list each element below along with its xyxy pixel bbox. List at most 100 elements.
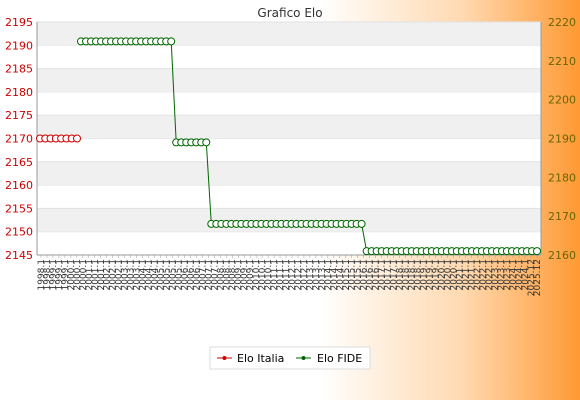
x-tick-label: 2017.1 xyxy=(384,259,394,291)
x-tick-label: 2018.1 xyxy=(396,259,406,291)
x-tick-label: 2008.1 xyxy=(222,259,232,291)
x-tick-label: 2017.1 xyxy=(378,259,388,291)
left-tick-label: 2175 xyxy=(5,109,33,122)
x-tick-label: 2017.1 xyxy=(390,259,400,291)
right-tick-label: 2170 xyxy=(548,210,576,223)
x-tick-label: 2022.1 xyxy=(479,259,489,291)
left-axis-ticks: 2145 2150 2155 2160 2165 2170 2175 2180 2185 2190… xyxy=(5,16,33,262)
x-tick-label: 2011.1 xyxy=(282,259,292,291)
x-tick-label: 1998.1 xyxy=(43,259,53,291)
x-tick-label: 2022.1 xyxy=(485,259,495,291)
x-tick-label: 2014.1 xyxy=(336,259,346,291)
x-tick-label: 1999.1 xyxy=(61,259,71,291)
x-axis-ticks: 1998.11998.11999.11999.11999.12000.12000… xyxy=(37,255,543,296)
data-point-elo-italia xyxy=(73,134,81,143)
x-tick-label: 2018.1 xyxy=(402,259,412,291)
left-tick-label: 2150 xyxy=(5,226,33,239)
x-tick-label: 2024.1 xyxy=(509,259,519,291)
data-point-elo-fide xyxy=(167,37,176,46)
legend: Elo Italia Elo FIDE xyxy=(209,346,371,370)
x-tick-label: 2021.1 xyxy=(455,259,465,291)
x-tick-label: 2004.1 xyxy=(151,259,161,291)
x-tick-label: 2003.1 xyxy=(121,259,131,291)
x-tick-label: 2010.1 xyxy=(252,259,262,291)
x-tick-label: 2020.1 xyxy=(437,259,447,291)
right-tick-label: 2190 xyxy=(548,133,576,146)
x-tick-label: 2005.1 xyxy=(162,259,172,291)
chart-title: Grafico Elo xyxy=(257,6,322,20)
legend-label-elo-fide: Elo FIDE xyxy=(317,352,362,365)
x-tick-label: 2016.1 xyxy=(360,259,370,291)
right-tick-label: 2180 xyxy=(548,171,576,184)
x-tick-label: 2018.1 xyxy=(413,259,423,291)
x-tick-label: 2013.1 xyxy=(306,259,316,291)
x-tick-label: 2023.1 xyxy=(497,259,507,291)
data-point-elo-fide xyxy=(357,219,366,228)
x-tick-label: 2015.1 xyxy=(354,259,364,291)
x-tick-label: 2008.1 xyxy=(216,259,226,291)
x-tick-label: 2020.1 xyxy=(449,259,459,291)
left-tick-label: 2195 xyxy=(5,16,33,29)
x-tick-label: 2007.1 xyxy=(204,259,214,291)
x-tick-label: 2001.1 xyxy=(97,259,107,291)
right-tick-label: 2220 xyxy=(548,16,576,29)
x-tick-label: 2006.1 xyxy=(180,259,190,291)
x-tick-label: 2001.1 xyxy=(85,259,95,291)
x-tick-label: 2009.1 xyxy=(240,259,250,291)
x-tick-label: 2013.1 xyxy=(312,259,322,291)
x-tick-label: 2018.1 xyxy=(408,259,418,291)
x-tick-label: 2022.1 xyxy=(473,259,483,291)
x-tick-label: 2021.1 xyxy=(461,259,471,291)
x-tick-label: 2006.1 xyxy=(192,259,202,291)
left-tick-label: 2180 xyxy=(5,86,33,99)
plot-area xyxy=(37,21,541,255)
x-tick-label: 2015.1 xyxy=(348,259,358,291)
legend-marker-elo-fide xyxy=(301,356,306,360)
x-tick-label: 2005.1 xyxy=(157,259,167,291)
x-tick-label: 2020.1 xyxy=(443,259,453,291)
x-tick-label: 2016.1 xyxy=(366,259,376,291)
x-tick-label: 2008.1 xyxy=(228,259,238,291)
x-tick-label: 2012.1 xyxy=(300,259,310,291)
legend-box xyxy=(209,346,371,370)
left-tick-label: 2160 xyxy=(5,179,33,192)
plot-band xyxy=(37,161,541,186)
x-tick-label: 2013.1 xyxy=(318,259,328,291)
x-tick-label: 2003.1 xyxy=(133,259,143,291)
x-tick-label: 2015.1 xyxy=(342,259,352,291)
x-tick-label: 2011.1 xyxy=(270,259,280,291)
x-tick-label: 2024.1 xyxy=(515,259,525,291)
x-tick-label: 2023.1 xyxy=(503,259,513,291)
x-tick-label: 2006.1 xyxy=(186,259,196,291)
right-tick-label: 2200 xyxy=(548,94,576,107)
x-tick-label: 2002.1 xyxy=(109,259,119,291)
data-point-elo-fide xyxy=(533,247,541,256)
x-tick-label: 2007.1 xyxy=(198,259,208,291)
x-tick-label: 2004.1 xyxy=(145,259,155,291)
x-tick-label: 2023.1 xyxy=(491,259,501,291)
x-tick-label: 2025.12 xyxy=(527,259,537,296)
x-tick-label: 2009.1 xyxy=(234,259,244,291)
x-tick-label: 2014.1 xyxy=(330,259,340,291)
legend-item-elo-italia: Elo Italia xyxy=(217,352,284,365)
left-tick-label: 2165 xyxy=(5,156,33,169)
left-tick-label: 2185 xyxy=(5,63,33,76)
x-tick-label: 2012.1 xyxy=(288,259,298,291)
x-tick-label: 1998.1 xyxy=(37,259,47,291)
x-tick-label: 2012.1 xyxy=(294,259,304,291)
x-tick-label: 2014.1 xyxy=(324,259,334,291)
x-tick-label: 2002.1 xyxy=(115,259,125,291)
left-tick-label: 2170 xyxy=(5,133,33,146)
legend-label-elo-italia: Elo Italia xyxy=(237,352,284,365)
legend-marker-elo-italia xyxy=(222,356,227,360)
x-tick-label: 2010.1 xyxy=(264,259,274,291)
x-tick-label: 2019.1 xyxy=(419,259,429,291)
x-tick-label: 2003.1 xyxy=(127,259,137,291)
x-tick-label: 2021.1 xyxy=(467,259,477,291)
plot-band xyxy=(37,115,541,139)
x-tick-label: 2000.1 xyxy=(79,259,89,291)
x-tick-label: 2005.1 xyxy=(174,259,184,291)
series-elo-fide xyxy=(77,37,541,256)
plot-band xyxy=(37,68,541,92)
